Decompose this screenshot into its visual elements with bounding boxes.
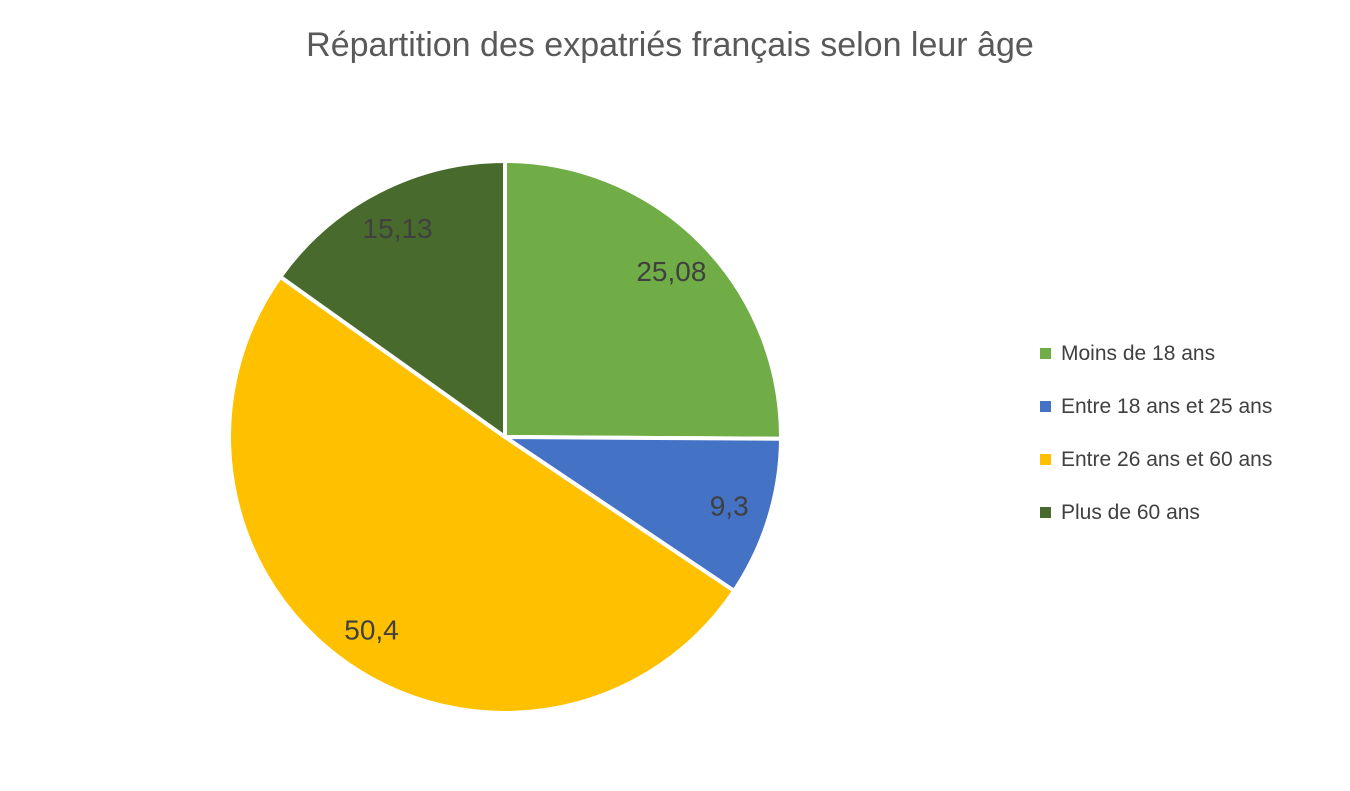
legend-swatch-icon: [1040, 454, 1051, 465]
legend-label: Entre 26 ans et 60 ans: [1061, 448, 1273, 471]
legend-item-1: Moins de 18 ans: [1040, 341, 1272, 366]
legend-item-4: Plus de 60 ans: [1040, 500, 1272, 525]
legend-item-2: Entre 18 ans et 25 ans: [1040, 394, 1272, 419]
chart-legend: Moins de 18 ans Entre 18 ans et 25 ans Ent…: [1040, 341, 1272, 525]
pie-slice-3: [227, 274, 737, 715]
chart-title: Répartition des expatriés français selon…: [306, 26, 1034, 64]
legend-swatch-icon: [1040, 507, 1051, 518]
data-label-2: 9,3: [710, 491, 749, 522]
legend-swatch-icon: [1040, 348, 1051, 359]
legend-label: Entre 18 ans et 25 ans: [1061, 395, 1273, 418]
data-label-4: 15,13: [363, 213, 433, 244]
legend-swatch-icon: [1040, 401, 1051, 412]
pie-slice-4: [278, 159, 507, 439]
data-label-1: 25,08: [636, 256, 706, 287]
legend-label: Moins de 18 ans: [1061, 342, 1216, 365]
data-label-3: 50,4: [344, 614, 399, 645]
legend-item-3: Entre 26 ans et 60 ans: [1040, 447, 1272, 472]
legend-label: Plus de 60 ans: [1061, 501, 1200, 524]
pie-slice-2: [503, 435, 783, 593]
pie-slice-1: [503, 159, 783, 441]
